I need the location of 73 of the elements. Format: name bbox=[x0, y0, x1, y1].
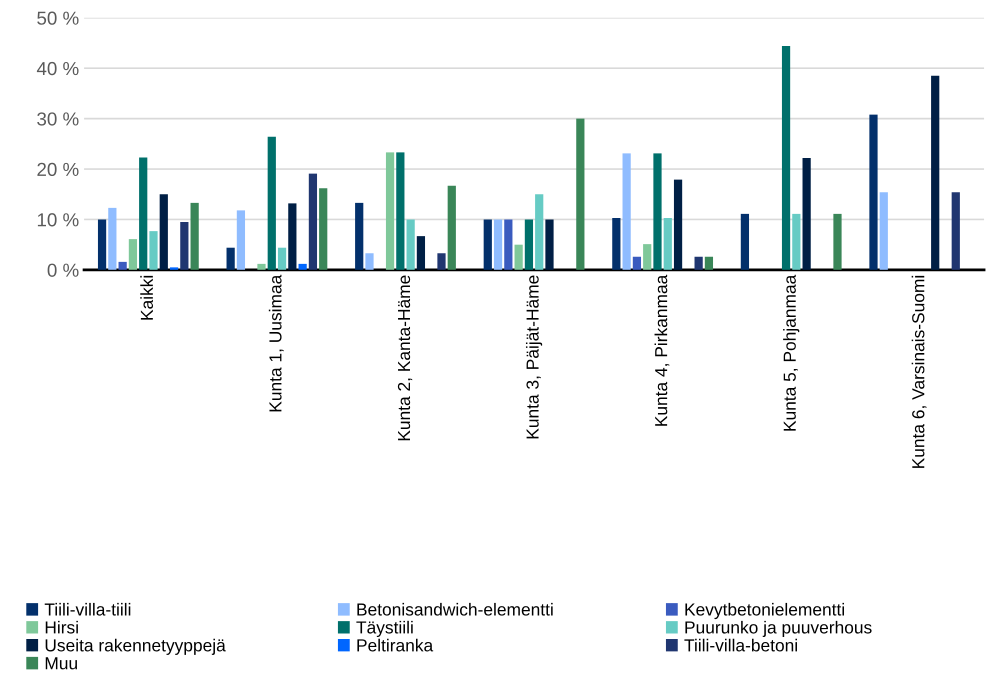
bar bbox=[869, 114, 878, 270]
bar bbox=[128, 239, 138, 270]
bar bbox=[632, 256, 642, 270]
bar bbox=[268, 136, 276, 270]
legend-label: Hirsi bbox=[46, 620, 78, 634]
x-tick-label: Kunta 6, Varsinais-Suomi bbox=[912, 276, 926, 468]
x-tick-label: Kunta 2, Kanta-Häme bbox=[398, 276, 412, 440]
y-tick-label: 20 % bbox=[37, 162, 79, 176]
bar bbox=[180, 222, 188, 270]
bar bbox=[236, 210, 246, 270]
bar bbox=[494, 219, 502, 270]
y-tick-label: 50 % bbox=[37, 12, 79, 25]
y-tick-label: 0 % bbox=[48, 264, 79, 277]
bar bbox=[504, 219, 512, 270]
bar bbox=[108, 208, 116, 270]
bar bbox=[190, 202, 199, 270]
bar bbox=[437, 253, 446, 270]
bar bbox=[365, 253, 374, 270]
bar bbox=[118, 262, 127, 270]
x-tick-label: Kunta 1, Uusimaa bbox=[268, 274, 284, 412]
legend-label: Täystiili bbox=[356, 620, 413, 638]
y-tick-label: 30 % bbox=[37, 112, 79, 126]
bar bbox=[612, 218, 620, 270]
bar bbox=[802, 158, 811, 270]
x-tick-label: Kunta 3, Päijät-Häme bbox=[526, 276, 542, 438]
bar bbox=[833, 214, 842, 270]
bar bbox=[664, 218, 672, 270]
bar bbox=[139, 157, 148, 270]
bar bbox=[319, 188, 328, 270]
legend-label: Useita rakennetyyppejä bbox=[46, 638, 226, 655]
bar bbox=[792, 214, 800, 270]
bar bbox=[524, 219, 534, 270]
bar bbox=[782, 46, 790, 270]
bar bbox=[416, 236, 426, 270]
bar bbox=[448, 186, 456, 270]
bar bbox=[931, 76, 940, 270]
legend-label: Peltiranka bbox=[357, 638, 434, 652]
bar bbox=[576, 118, 584, 270]
bar bbox=[396, 152, 404, 270]
bar bbox=[653, 153, 662, 270]
y-tick-label: 10 % bbox=[38, 213, 79, 226]
bar bbox=[643, 244, 652, 270]
bar bbox=[386, 152, 394, 270]
x-tick-label: Kaikki bbox=[140, 276, 154, 320]
x-tick-label: Kunta 4, Pirkanmaa bbox=[654, 274, 670, 426]
bar bbox=[514, 244, 523, 270]
bar bbox=[545, 219, 554, 270]
bar bbox=[484, 219, 492, 270]
legend-label: Muu bbox=[46, 657, 77, 670]
bar bbox=[355, 202, 364, 270]
bar bbox=[704, 256, 714, 270]
bar bbox=[535, 194, 544, 270]
legend-label: Puurunko ja puuverhous bbox=[685, 620, 872, 638]
legend-label: Kevytbetonielementti bbox=[685, 602, 844, 620]
bar bbox=[740, 214, 750, 270]
bar bbox=[278, 248, 286, 270]
bar bbox=[288, 203, 296, 270]
bar bbox=[674, 180, 682, 270]
bar bbox=[308, 174, 318, 270]
y-tick-label: 40 % bbox=[36, 62, 79, 76]
bar bbox=[226, 248, 235, 270]
bar bbox=[880, 192, 888, 270]
legend-label: Tiili-villa-tiili bbox=[44, 602, 130, 616]
bar bbox=[952, 192, 960, 270]
bar bbox=[406, 219, 415, 270]
x-tick-label: Kunta 5, Pohjanmaa bbox=[783, 274, 800, 431]
legend-label: Betonisandwich-elementti bbox=[357, 602, 553, 616]
legend-label: Tiili-villa-betoni bbox=[684, 638, 797, 652]
bar bbox=[149, 231, 158, 270]
bar bbox=[98, 219, 106, 270]
bar bbox=[694, 256, 703, 270]
bar bbox=[622, 153, 631, 270]
bar bbox=[160, 194, 168, 270]
